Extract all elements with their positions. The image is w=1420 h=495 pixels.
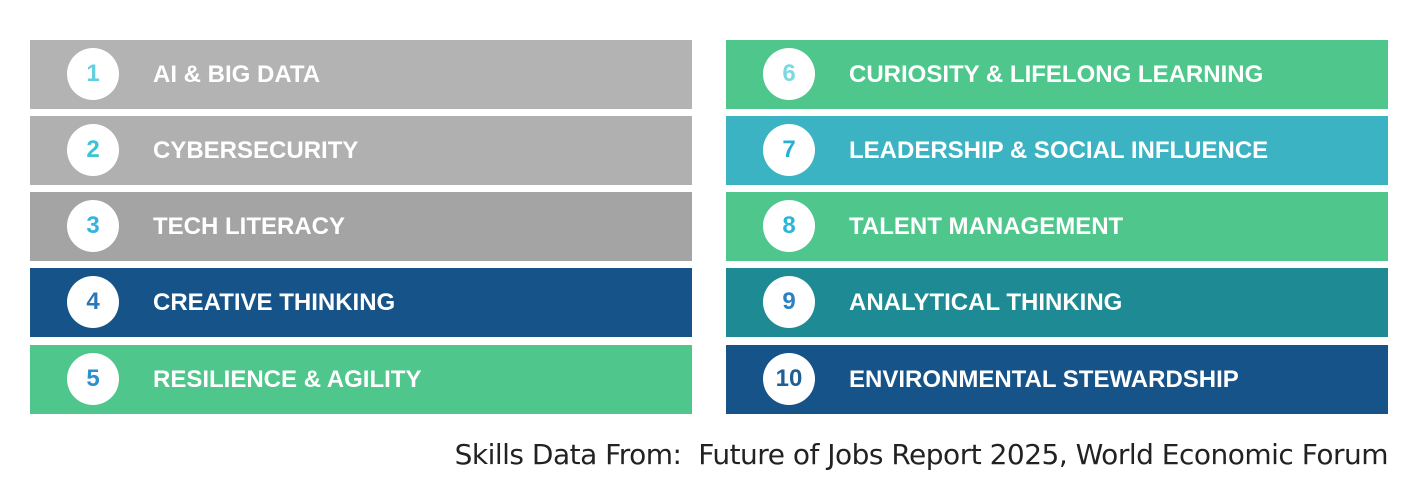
rank-number: 4 xyxy=(67,276,119,328)
skill-row: 10 ENVIRONMENTAL STEWARDSHIP xyxy=(726,345,1388,414)
rank-number: 10 xyxy=(763,353,815,405)
skill-row: 7 LEADERSHIP & SOCIAL INFLUENCE xyxy=(726,116,1388,185)
rank-number: 8 xyxy=(763,200,815,252)
skill-row: 2 CYBERSECURITY xyxy=(30,116,692,185)
skill-row: 5 RESILIENCE & AGILITY xyxy=(30,345,692,414)
skill-row: 9 ANALYTICAL THINKING xyxy=(726,268,1388,337)
source-note: Skills Data From: Future of Jobs Report … xyxy=(454,438,1389,471)
rank-number: 9 xyxy=(763,276,815,328)
skill-label: TECH LITERACY xyxy=(153,213,345,240)
skill-label: TALENT MANAGEMENT xyxy=(849,213,1124,240)
skill-row: 6 CURIOSITY & LIFELONG LEARNING xyxy=(726,40,1388,109)
rank-number: 1 xyxy=(67,48,119,100)
skill-label: CREATIVE THINKING xyxy=(153,289,396,316)
rank-number: 5 xyxy=(67,353,119,405)
skill-label: ANALYTICAL THINKING xyxy=(849,289,1123,316)
skill-label: RESILIENCE & AGILITY xyxy=(153,366,422,393)
rank-number: 7 xyxy=(763,124,815,176)
rank-number: 3 xyxy=(67,200,119,252)
skill-label: AI & BIG DATA xyxy=(153,61,321,88)
skill-row: 8 TALENT MANAGEMENT xyxy=(726,192,1388,261)
skill-label: CURIOSITY & LIFELONG LEARNING xyxy=(849,61,1264,88)
skill-row: 3 TECH LITERACY xyxy=(30,192,692,261)
skill-row: 4 CREATIVE THINKING xyxy=(30,268,692,337)
skill-label: CYBERSECURITY xyxy=(153,137,359,164)
skill-row: 1 AI & BIG DATA xyxy=(30,40,692,109)
rank-number: 6 xyxy=(763,48,815,100)
skill-label: LEADERSHIP & SOCIAL INFLUENCE xyxy=(849,137,1269,164)
rank-number: 2 xyxy=(67,124,119,176)
skill-label: ENVIRONMENTAL STEWARDSHIP xyxy=(849,366,1239,393)
